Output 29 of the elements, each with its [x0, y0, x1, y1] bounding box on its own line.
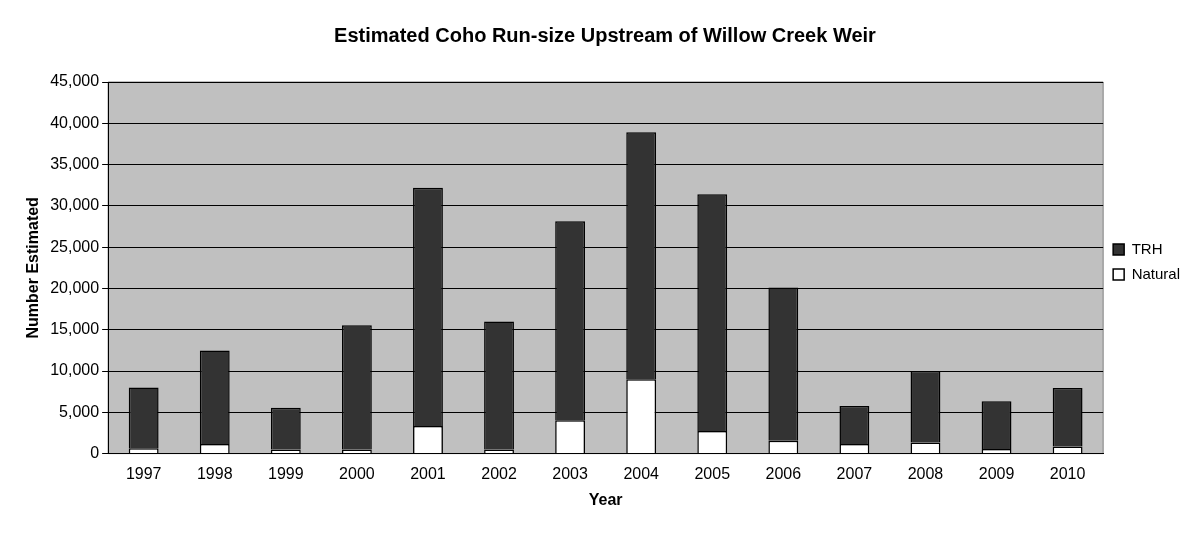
- y-tick-label: 40,000: [50, 113, 100, 131]
- x-tick-label: 1999: [268, 464, 304, 482]
- x-tick-label: 2008: [907, 464, 944, 482]
- x-tick-label: 2009: [978, 464, 1015, 482]
- x-tick-label: 2007: [836, 464, 873, 482]
- chart-title: Estimated Coho Run-size Upstream of Willow Creek Weir: [334, 23, 877, 46]
- x-tick-label: 2004: [623, 464, 660, 482]
- y-tick-label: 30,000: [50, 196, 100, 214]
- x-tick-label: 1998: [196, 464, 233, 482]
- y-tick-label: 5,000: [59, 402, 100, 420]
- y-tick-label: 20,000: [50, 278, 100, 296]
- y-tick-label: 10,000: [50, 361, 100, 379]
- y-tick-label: 0: [90, 444, 100, 462]
- legend-label: TRH: [1131, 239, 1163, 257]
- x-tick-label: 2010: [1049, 464, 1086, 482]
- legend-label: Natural: [1131, 264, 1180, 282]
- x-tick-label: 2000: [339, 464, 375, 482]
- x-tick-label: 2006: [765, 464, 802, 482]
- y-axis-title: Number Estimated: [24, 197, 42, 339]
- y-tick-label: 25,000: [50, 237, 100, 255]
- x-tick-label: 2002: [481, 464, 517, 482]
- x-tick-label: 1997: [125, 464, 162, 482]
- x-tick-label: 2003: [552, 464, 588, 482]
- x-axis-title: Year: [588, 490, 623, 508]
- x-tick-label: 2001: [410, 464, 446, 482]
- y-tick-label: 35,000: [50, 154, 100, 172]
- x-tick-label: 2005: [694, 464, 731, 482]
- y-tick-label: 45,000: [50, 72, 100, 90]
- y-tick-label: 15,000: [50, 320, 100, 338]
